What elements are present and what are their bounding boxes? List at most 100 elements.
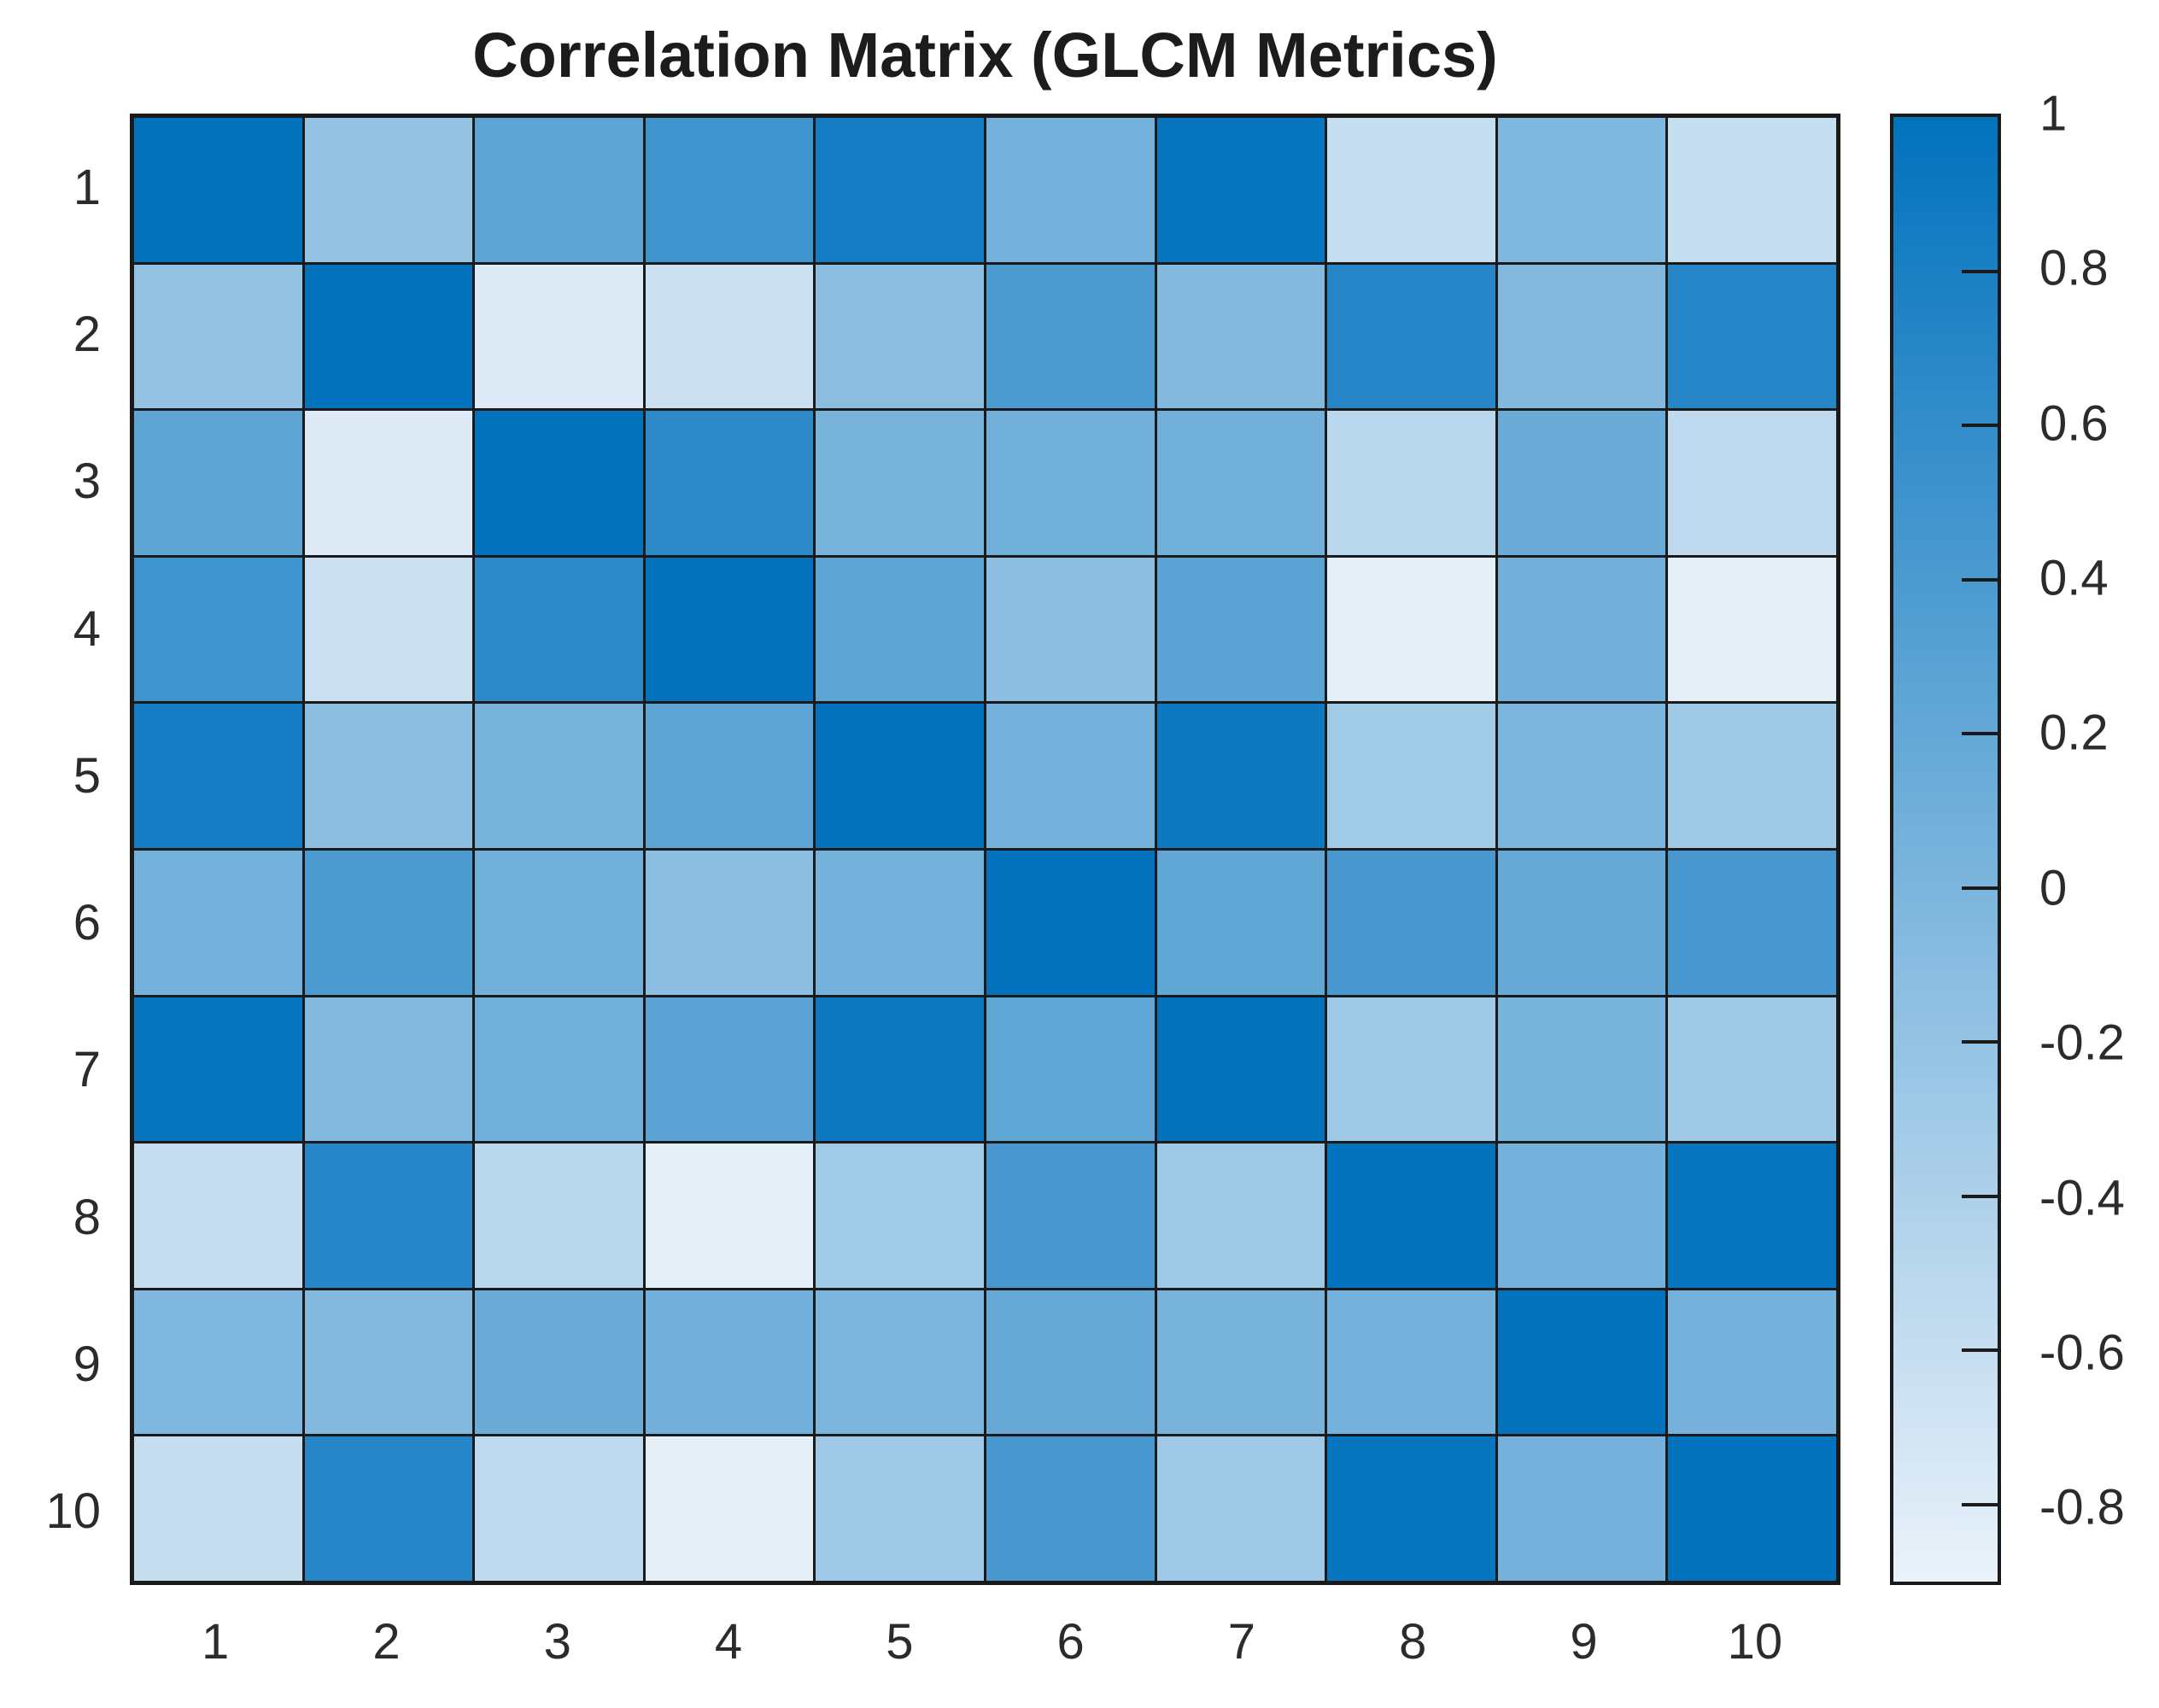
heatmap-cell	[1668, 851, 1836, 995]
heatmap-cell	[816, 118, 984, 262]
x-tick-label: 3	[543, 1613, 571, 1670]
heatmap-cell	[986, 557, 1155, 702]
heatmap-cell	[816, 264, 984, 409]
heatmap-cell	[986, 1144, 1155, 1288]
colorbar-tick	[1962, 1502, 1998, 1506]
heatmap-cell	[645, 1290, 814, 1435]
heatmap-cell	[304, 557, 473, 702]
heatmap-cell	[816, 851, 984, 995]
y-tick-label: 9	[73, 1337, 101, 1393]
heatmap-cell	[304, 411, 473, 555]
x-tick-label: 2	[372, 1613, 401, 1670]
heatmap-cell	[1668, 1290, 1836, 1435]
heatmap-cell	[1156, 118, 1325, 262]
y-tick-label: 2	[73, 306, 101, 362]
colorbar-tick-label: 0.6	[2039, 395, 2109, 452]
heatmap-cell	[986, 264, 1155, 409]
heatmap-cell	[1668, 997, 1836, 1142]
y-tick-label: 5	[73, 747, 101, 804]
heatmap-cell	[645, 1144, 814, 1288]
heatmap-cell	[304, 118, 473, 262]
heatmap-cell	[645, 997, 814, 1142]
heatmap-cell	[816, 411, 984, 555]
y-tick-label: 1	[73, 159, 101, 215]
heatmap-cell	[1668, 118, 1836, 262]
heatmap-cell	[1497, 264, 1666, 409]
heatmap-cell	[304, 264, 473, 409]
heatmap-cell	[1156, 1436, 1325, 1581]
heatmap-cell	[304, 704, 473, 848]
heatmap-cell	[816, 997, 984, 1142]
heatmap-cell	[1327, 411, 1495, 555]
heatmap-cell	[1327, 557, 1495, 702]
heatmap-cell	[134, 1436, 302, 1581]
heatmap-cell	[134, 1290, 302, 1435]
colorbar-tick	[1962, 886, 1998, 890]
heatmap-cell	[1327, 118, 1495, 262]
heatmap-cell	[1156, 1290, 1325, 1435]
heatmap-cell	[475, 118, 643, 262]
heatmap-cell	[475, 1144, 643, 1288]
heatmap-cell	[475, 997, 643, 1142]
heatmap-cell	[1156, 704, 1325, 848]
colorbar-tick-label: 0.2	[2039, 705, 2109, 761]
heatmap-cell	[475, 851, 643, 995]
heatmap-cell	[1327, 851, 1495, 995]
heatmap-cell	[1497, 557, 1666, 702]
colorbar-tick	[1962, 269, 1998, 273]
heatmap-cell	[475, 1436, 643, 1581]
heatmap-cell	[304, 997, 473, 1142]
x-tick-label: 8	[1399, 1613, 1427, 1670]
x-tick-label: 6	[1056, 1613, 1085, 1670]
y-tick-label: 10	[45, 1483, 101, 1540]
colorbar-tick-label: -0.4	[2039, 1170, 2125, 1226]
colorbar-tick-label: -0.2	[2039, 1015, 2125, 1071]
heatmap-cell	[986, 704, 1155, 848]
heatmap-cell	[1327, 997, 1495, 1142]
heatmap-cell	[134, 851, 302, 995]
heatmap-cell	[986, 1436, 1155, 1581]
heatmap-cell	[1497, 411, 1666, 555]
heatmap-cell	[1497, 997, 1666, 1142]
heatmap-cell	[1156, 1144, 1325, 1288]
heatmap-cell	[986, 1290, 1155, 1435]
heatmap-cell	[1497, 118, 1666, 262]
y-tick-label: 7	[73, 1042, 101, 1098]
heatmap-cell	[475, 411, 643, 555]
y-tick-label: 4	[73, 600, 101, 657]
heatmap-cell	[304, 1436, 473, 1581]
x-tick-label: 9	[1570, 1613, 1598, 1670]
heatmap-cell	[1497, 851, 1666, 995]
heatmap-cell	[134, 557, 302, 702]
colorbar-tick-label: -0.8	[2039, 1479, 2125, 1535]
heatmap-cell	[816, 704, 984, 848]
heatmap-cell	[1327, 1144, 1495, 1288]
x-tick-label: 1	[202, 1613, 230, 1670]
heatmap-cell	[134, 1144, 302, 1288]
colorbar-gradient	[1893, 117, 1998, 1582]
heatmap-cell	[645, 411, 814, 555]
y-tick-label: 6	[73, 895, 101, 951]
heatmap-cell	[1497, 704, 1666, 848]
heatmap-cell	[1668, 411, 1836, 555]
heatmap-cell	[1156, 557, 1325, 702]
x-axis-tick-labels: 1 2 3 4 5 6 7 8 9 10	[130, 1599, 1840, 1684]
colorbar-tick	[1962, 1194, 1998, 1198]
x-tick-label: 10	[1727, 1613, 1783, 1670]
colorbar-tick	[1962, 1348, 1998, 1353]
heatmap-cell	[1327, 1290, 1495, 1435]
heatmap-cell	[986, 118, 1155, 262]
heatmap-cell	[1668, 557, 1836, 702]
x-tick-label: 7	[1227, 1613, 1256, 1670]
heatmap-cell	[475, 1290, 643, 1435]
heatmap-cell	[986, 411, 1155, 555]
heatmap-cell	[304, 1290, 473, 1435]
colorbar-tick-label: -0.6	[2039, 1325, 2125, 1381]
heatmap-cell	[1156, 851, 1325, 995]
x-tick-label: 5	[886, 1613, 914, 1670]
heatmap-cell	[1668, 704, 1836, 848]
heatmap-cell	[1668, 1144, 1836, 1288]
heatmap-cell	[1156, 997, 1325, 1142]
colorbar-tick-labels: 1 0.8 0.6 0.4 0.2 0 -0.2 -0.4 -0.6 -0.8	[2039, 86, 2159, 1585]
